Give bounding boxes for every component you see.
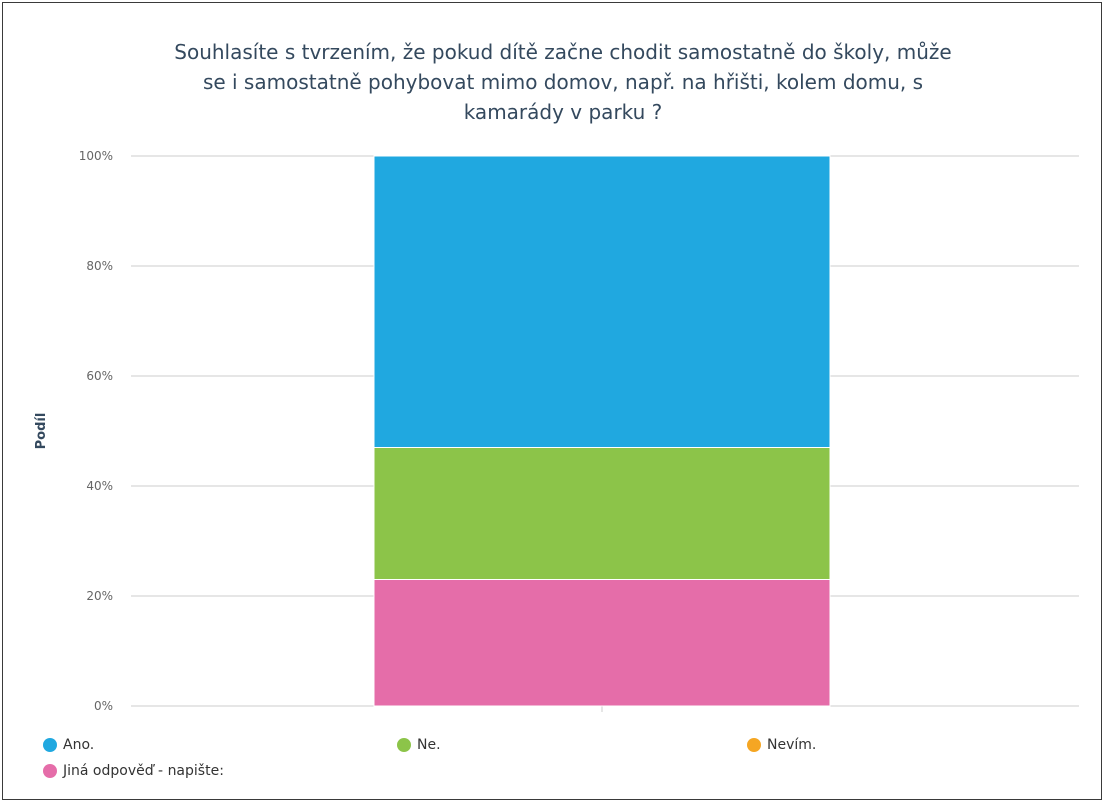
chart-plot-area: 0% 20% 40% 60% 80% 100% Podíl [34,149,1079,713]
legend-item-ano[interactable]: Ano. [43,737,94,753]
legend-marker-ano [43,738,57,752]
bar-segment-ano [373,155,831,448]
legend-item-ne[interactable]: Ne. [397,737,441,753]
legend-label-ne: Ne. [417,737,441,753]
y-tick-label: 80% [86,259,113,273]
legend-marker-ne [397,738,411,752]
chart-title-line-1: Souhlasíte s tvrzením, že pokud dítě zač… [174,40,952,64]
bar-segment-ne [373,447,831,580]
legend-label-jina: Jiná odpověď - napište: [63,763,224,779]
chart-title-line-2: se i samostatně pohybovat mimo domov, na… [202,70,924,94]
legend-marker-nevim [747,738,761,752]
legend-marker-jina [43,764,57,778]
chart-title-line-3: kamarády v parku ? [463,100,663,124]
legend-label-nevim: Nevím. [767,737,817,753]
legend-item-jina[interactable]: Jiná odpověď - napište: [43,763,224,779]
chart-title: Souhlasíte s tvrzením, že pokud dítě zač… [63,37,1063,127]
legend-item-nevim[interactable]: Nevím. [747,737,816,753]
y-tick-label: 40% [86,479,113,493]
bar-segment-jina [373,579,831,707]
y-axis-title: Podíl [34,413,49,450]
y-tick-label: 60% [86,369,113,383]
y-tick-label: 20% [86,589,113,603]
y-tick-label: 0% [94,699,113,713]
legend-label-ano: Ano. [63,737,95,753]
y-tick-label: 100% [79,149,113,163]
